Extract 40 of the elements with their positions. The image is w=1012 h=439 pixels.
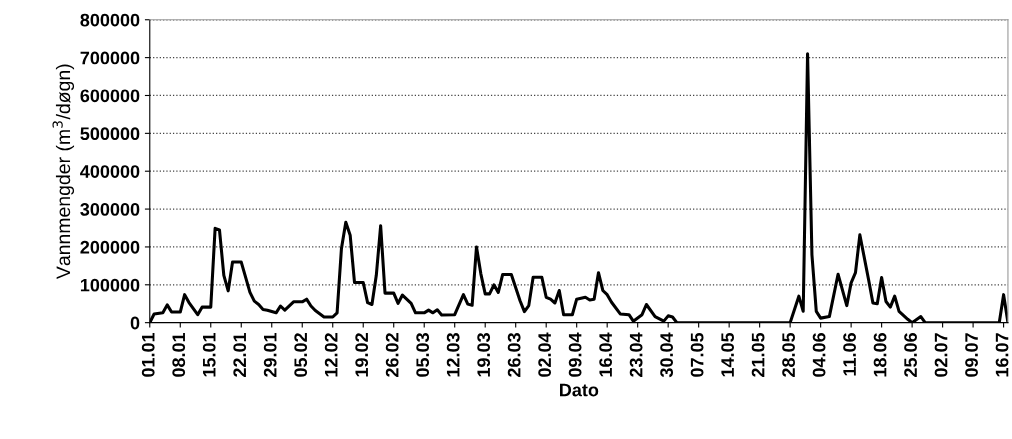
y-tick-label: 300000 [80,203,140,216]
x-tick-label: 29.01 [263,332,277,377]
x-tick-label: 12.03 [446,333,460,377]
y-tick-label: 500000 [80,127,140,141]
x-tick-label: 04.06 [812,333,826,377]
x-tick-label: 11.06 [843,333,856,376]
x-tick-label: 02.07 [934,333,948,377]
x-tick-label: 19.02 [355,333,369,377]
x-tick-label: 09.07 [965,333,978,377]
y-tick-label: 800000 [80,13,140,27]
x-tick-label: 01.01 [141,332,155,377]
x-tick-label: 22.01 [233,332,247,377]
y-tick-label: 0 [130,316,140,330]
x-tick-label: 09.04 [568,332,582,377]
y-tick-label: 100000 [80,278,140,292]
x-tick-label: 18.06 [873,333,887,377]
x-tick-label: 23.04 [629,332,643,377]
x-tick-label: 25.06 [904,333,917,377]
x-tick-label: 19.03 [477,333,491,377]
x-axis-title: Dato [560,383,599,397]
y-tick-label: 200000 [80,240,140,254]
x-tick-label: 16.07 [995,333,1009,377]
y-tick-label: 600000 [80,89,140,103]
x-tick-label: 12.02 [324,333,338,377]
x-tick-label: 05.02 [294,333,308,377]
y-tick-label: 400000 [80,165,140,178]
x-tick-label: 30.04 [660,332,674,378]
x-tick-label: 26.02 [385,333,399,377]
x-tick-label: 14.05 [721,332,734,377]
x-tick-label: 21.05 [751,332,765,377]
x-tick-label: 08.01 [172,332,186,377]
x-tick-label: 26.03 [507,333,521,377]
y-tick-label: 700000 [80,51,140,65]
x-tick-label: 16.04 [599,332,613,377]
x-tick-label: 02.04 [538,332,552,377]
x-tick-label: 28.05 [782,332,795,377]
y-axis-title: Vannmengder (m$^{3}$/døgn) [52,64,75,280]
x-tick-label: 05.03 [416,333,430,377]
x-tick-label: 15.01 [202,332,216,377]
x-tick-label: 07.05 [690,332,704,377]
